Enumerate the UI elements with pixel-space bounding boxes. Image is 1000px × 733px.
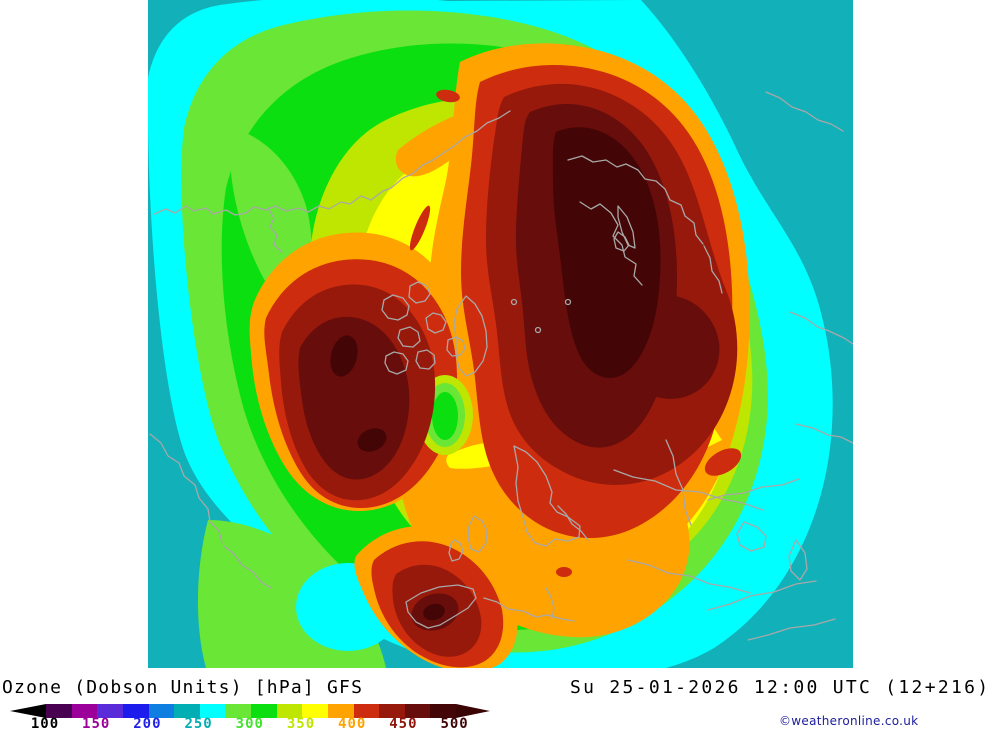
colorbar-tick-label: 100 bbox=[30, 716, 60, 732]
colorbar-tick-label: 500 bbox=[440, 716, 469, 732]
colorbar-segment bbox=[174, 704, 200, 718]
colorbar-ticks: 100 150 200 250 300 350 400 450 500 bbox=[0, 716, 500, 733]
watermark-credit: ©weatheronline.co.uk bbox=[779, 714, 919, 728]
colorbar-tick-label: 200 bbox=[133, 716, 162, 732]
valid-time: Su 25-01-2026 12:00 UTC (12+216) bbox=[570, 677, 991, 698]
ozone-region-darkcore bbox=[330, 127, 661, 621]
colorbar-segment bbox=[430, 704, 456, 718]
colorbar-overflow-arrow bbox=[456, 704, 490, 718]
colorbar-segment bbox=[225, 704, 251, 718]
colorbar-segment bbox=[122, 704, 149, 718]
colorbar-segment bbox=[148, 704, 175, 718]
colorbar-segment bbox=[327, 704, 354, 718]
colorbar-tick-label: 250 bbox=[184, 716, 213, 732]
coastlines bbox=[149, 91, 853, 641]
colorbar-tick-label: 400 bbox=[338, 716, 367, 732]
colorbar-segment bbox=[302, 704, 328, 718]
colorbar-tick-label: 450 bbox=[389, 716, 418, 732]
colorbar-underflow-arrow bbox=[10, 704, 46, 718]
colorbar-segment bbox=[97, 704, 123, 718]
colorbar-segment bbox=[276, 704, 303, 718]
colorbar-segment bbox=[251, 704, 277, 718]
colorbar-segment bbox=[199, 704, 226, 718]
colorbar-segments bbox=[46, 704, 456, 718]
product-title: Ozone (Dobson Units) [hPa] GFS bbox=[2, 677, 364, 698]
ozone-map-canvas bbox=[148, 0, 853, 668]
colorbar-segment bbox=[404, 704, 431, 718]
colorbar-segment bbox=[46, 704, 72, 718]
colorbar-tick-label: 150 bbox=[82, 716, 111, 732]
colorbar-tick-label: 300 bbox=[235, 716, 264, 732]
colorbar-tick-label: 350 bbox=[286, 716, 316, 732]
ozone-map bbox=[148, 0, 853, 668]
colorbar-segment bbox=[71, 704, 98, 718]
colorbar-segment bbox=[379, 704, 405, 718]
colorbar-segment bbox=[353, 704, 380, 718]
